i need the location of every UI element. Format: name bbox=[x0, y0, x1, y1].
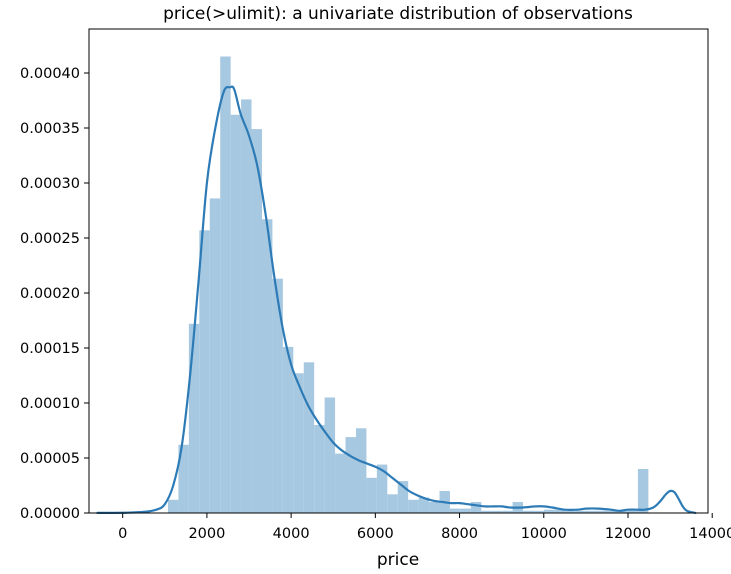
y-axis-ticks: 0.00000 0.00005 0.00010 0.00015 0.00020 0.000… bbox=[20, 66, 89, 522]
y-tick-label: 0.00015 bbox=[20, 341, 80, 357]
histogram-bar bbox=[314, 425, 325, 513]
histogram-bar bbox=[491, 510, 503, 513]
histogram-bar bbox=[282, 346, 294, 513]
kde-curve-layer bbox=[96, 85, 697, 514]
x-tick-label: 0 bbox=[118, 526, 127, 542]
chart-title: price(>ulimit): a univariate distributio… bbox=[163, 4, 633, 24]
histogram-bar bbox=[575, 510, 586, 513]
x-axis-label: price bbox=[377, 550, 419, 570]
x-tick-label: 12000 bbox=[605, 526, 651, 542]
axes-frame bbox=[88, 28, 709, 514]
histogram-bar bbox=[606, 510, 618, 513]
histogram-bar bbox=[261, 219, 273, 514]
histogram-bar bbox=[303, 362, 315, 513]
histogram-bar bbox=[366, 477, 377, 513]
x-tick-label: 10000 bbox=[521, 526, 567, 542]
y-tick-label: 0.00010 bbox=[20, 396, 80, 412]
histogram-bar bbox=[293, 373, 304, 513]
histogram-bar bbox=[585, 510, 597, 513]
histogram-bar bbox=[167, 499, 179, 513]
y-tick-label: 0.00020 bbox=[20, 286, 80, 302]
histogram-bar bbox=[481, 510, 492, 513]
plot-frame bbox=[88, 28, 709, 514]
y-tick-label: 0.00035 bbox=[20, 121, 80, 137]
kde-line bbox=[96, 85, 697, 514]
histogram-bar bbox=[220, 56, 231, 513]
histogram-bar bbox=[199, 230, 210, 514]
histogram-bar bbox=[543, 509, 555, 513]
histogram-bar bbox=[596, 510, 607, 513]
histogram-bar bbox=[335, 453, 346, 513]
x-tick-label: 6000 bbox=[357, 526, 394, 542]
histogram-bar bbox=[554, 509, 565, 513]
y-tick-label: 0.00005 bbox=[20, 451, 80, 467]
histogram-bar bbox=[241, 99, 252, 514]
histogram-bar bbox=[272, 278, 283, 513]
histogram-bar bbox=[324, 397, 336, 513]
histogram-bars bbox=[167, 56, 649, 514]
histogram-bar bbox=[470, 502, 482, 513]
x-tick-label: 4000 bbox=[273, 526, 310, 542]
histogram-bar bbox=[533, 510, 544, 513]
histogram-bar bbox=[617, 510, 628, 513]
histogram-bar bbox=[178, 444, 189, 513]
histogram-bar bbox=[345, 437, 356, 513]
y-tick-label: 0.00040 bbox=[20, 66, 80, 82]
x-tick-label: 8000 bbox=[441, 526, 478, 542]
histogram-bar bbox=[627, 510, 638, 513]
histogram-bar bbox=[376, 464, 388, 513]
histogram-bar bbox=[564, 510, 576, 513]
histogram-bar bbox=[449, 508, 461, 513]
histogram-bar bbox=[387, 494, 398, 513]
histogram-bar bbox=[418, 497, 430, 513]
x-axis-ticks: 0 2000 4000 6000 8000 10000 12000 14000 bbox=[118, 513, 731, 542]
histogram-bar bbox=[502, 510, 513, 513]
histogram-bar bbox=[230, 114, 242, 514]
histogram-bar bbox=[460, 508, 471, 513]
histogram-bar bbox=[397, 481, 409, 513]
x-tick-label: 2000 bbox=[188, 526, 225, 542]
histogram-bar bbox=[209, 198, 221, 513]
y-tick-label: 0.00000 bbox=[20, 506, 80, 522]
y-tick-label: 0.00030 bbox=[20, 176, 80, 192]
y-tick-label: 0.00025 bbox=[20, 231, 80, 247]
histogram-bar bbox=[523, 510, 534, 513]
histogram-bar bbox=[251, 129, 262, 513]
histogram-bar bbox=[429, 502, 440, 513]
histogram-bar bbox=[188, 323, 200, 513]
histogram-bar bbox=[637, 469, 649, 513]
x-tick-label: 14000 bbox=[689, 526, 731, 542]
histogram-bar bbox=[408, 499, 419, 513]
histogram-bar bbox=[355, 428, 367, 513]
